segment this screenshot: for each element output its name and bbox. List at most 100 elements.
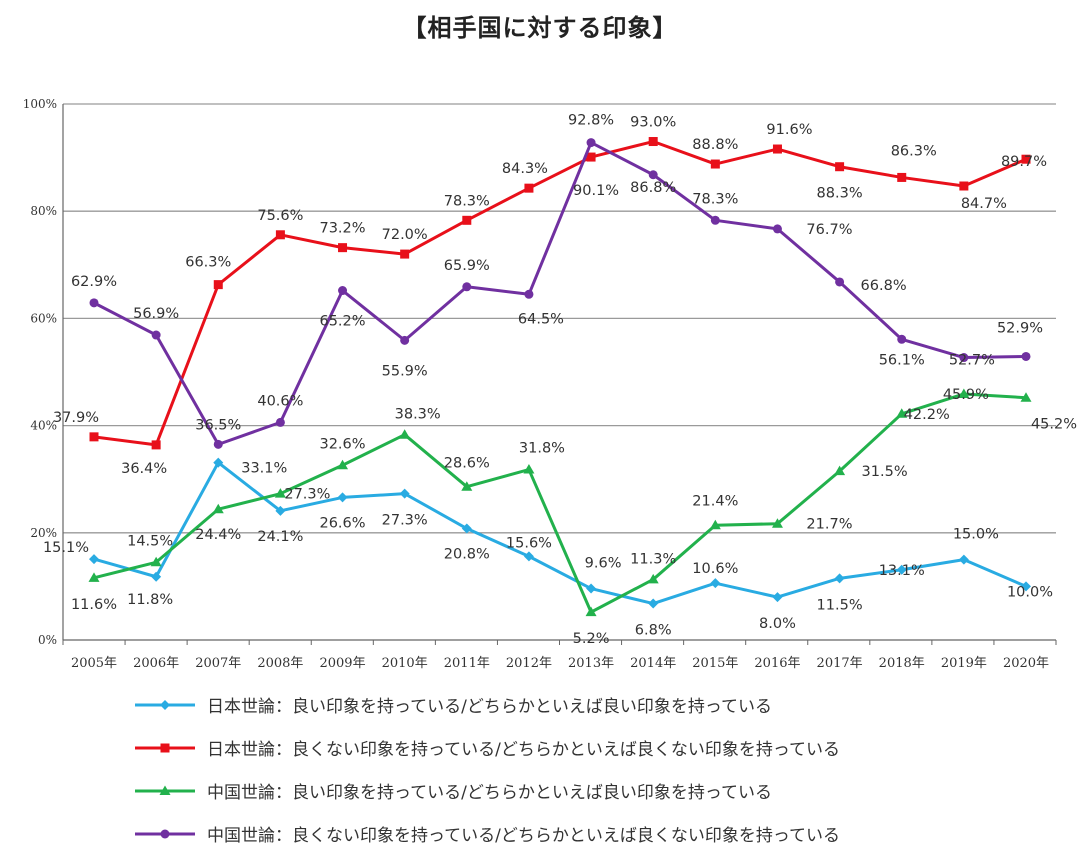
data-point <box>772 224 782 234</box>
data-label: 26.6% <box>319 515 365 531</box>
data-label: 86.3% <box>891 143 937 159</box>
data-label: 76.7% <box>806 222 852 238</box>
data-label: 15.0% <box>953 527 999 543</box>
legend-swatch <box>135 829 195 838</box>
data-label: 65.2% <box>319 314 365 330</box>
data-point <box>151 571 162 582</box>
data-point <box>213 457 224 468</box>
data-label: 28.6% <box>444 456 490 472</box>
data-label: 42.2% <box>904 407 950 423</box>
data-point <box>772 592 783 603</box>
data-point <box>150 556 162 567</box>
data-label: 27.3% <box>382 513 428 529</box>
data-point <box>897 172 907 182</box>
data-label: 72.0% <box>382 227 428 243</box>
x-tick-label: 2007年 <box>195 656 241 671</box>
data-point <box>89 298 99 308</box>
data-point <box>275 417 285 427</box>
data-label: 52.7% <box>949 353 995 369</box>
data-label: 10.6% <box>692 561 738 577</box>
data-label: 21.4% <box>692 493 738 509</box>
legend-label: 中国世論：良くない印象を持っている/どちらかといえば良くない印象を持っている <box>207 826 841 846</box>
x-tick-label: 2013年 <box>568 656 614 671</box>
data-point <box>586 138 596 148</box>
data-label: 38.3% <box>395 407 441 423</box>
data-label: 55.9% <box>382 363 428 379</box>
data-point <box>151 440 161 450</box>
data-label: 11.8% <box>127 592 173 608</box>
data-label: 62.9% <box>71 274 117 290</box>
data-label: 10.0% <box>1007 584 1053 600</box>
data-label: 37.9% <box>53 410 99 426</box>
data-point <box>274 488 286 498</box>
data-label: 66.3% <box>185 255 231 271</box>
data-label: 78.3% <box>692 191 738 207</box>
data-point <box>151 330 161 340</box>
data-label: 13.1% <box>879 563 925 579</box>
series-0 <box>89 457 1031 609</box>
series-line <box>93 392 1027 614</box>
data-label: 15.6% <box>506 535 552 551</box>
x-tick-label: 2008年 <box>257 656 303 671</box>
data-point <box>896 564 907 575</box>
data-label: 21.7% <box>806 517 852 533</box>
data-point <box>710 578 721 589</box>
data-point <box>213 439 223 449</box>
x-tick-label: 2009年 <box>319 656 365 671</box>
data-point <box>399 429 411 439</box>
y-tick-label: 80% <box>30 204 57 218</box>
data-label: 56.9% <box>133 306 179 322</box>
data-label: 73.2% <box>319 221 365 237</box>
data-point <box>89 432 99 442</box>
data-point <box>835 277 845 287</box>
data-label: 31.5% <box>862 464 908 480</box>
data-label: 88.3% <box>817 186 863 202</box>
data-point <box>159 785 171 795</box>
data-label: 9.6% <box>585 556 622 572</box>
x-axis: 2005年 2006年 2007年 2008年 2009年 2010年 2011年 2012年… <box>62 639 1057 671</box>
data-point <box>959 353 969 363</box>
data-label: 86.8% <box>630 180 676 196</box>
series-line <box>93 461 1027 606</box>
data-point <box>586 583 597 594</box>
data-point <box>461 481 473 491</box>
x-tick-label: 2010年 <box>382 656 428 671</box>
x-tick-label: 2006年 <box>133 656 179 671</box>
legend-swatch <box>135 699 195 710</box>
data-label: 36.5% <box>195 417 241 433</box>
legend-label: 日本世論：良い印象を持っている/どちらかといえば良い印象を持っている <box>207 697 773 717</box>
series-1 <box>89 137 1031 450</box>
data-label: 31.8% <box>519 441 565 457</box>
data-label: 36.4% <box>121 461 167 477</box>
data-label: 91.6% <box>766 122 812 138</box>
legend-item: 中国世論：良くない印象を持っている/どちらかといえば良くない印象を持っている <box>133 812 1033 855</box>
data-point <box>648 137 658 147</box>
x-tick-label: 2019年 <box>941 656 987 671</box>
data-point <box>89 554 99 565</box>
data-label: 33.1% <box>241 461 287 477</box>
line-chart: 0%20%40%60%80%100% 2005年 2006年 2007年 2008年 2… <box>23 97 1077 671</box>
data-label: 15.1% <box>43 540 89 556</box>
data-label: 84.3% <box>502 161 548 177</box>
data-point <box>275 505 286 516</box>
data-label: 88.8% <box>692 137 738 153</box>
data-point <box>1021 581 1031 592</box>
data-point <box>212 503 224 514</box>
data-label: 92.8% <box>568 113 614 129</box>
data-point <box>647 573 659 584</box>
x-tick-label: 2018年 <box>879 656 925 671</box>
data-point <box>835 162 845 172</box>
chart-title: 【相手国に対する印象】 <box>402 14 678 42</box>
x-tick-label: 2020年 <box>1003 656 1049 671</box>
data-point <box>834 573 845 584</box>
data-point <box>710 215 720 225</box>
x-tick-label: 2015年 <box>692 656 738 671</box>
data-label: 11.6% <box>71 597 117 613</box>
data-point <box>524 289 534 299</box>
data-label: 24.4% <box>195 527 241 543</box>
data-point <box>461 523 472 534</box>
y-tick-label: 60% <box>30 311 57 325</box>
data-label: 78.3% <box>444 193 490 209</box>
data-point <box>160 699 170 710</box>
data-point <box>648 170 658 180</box>
